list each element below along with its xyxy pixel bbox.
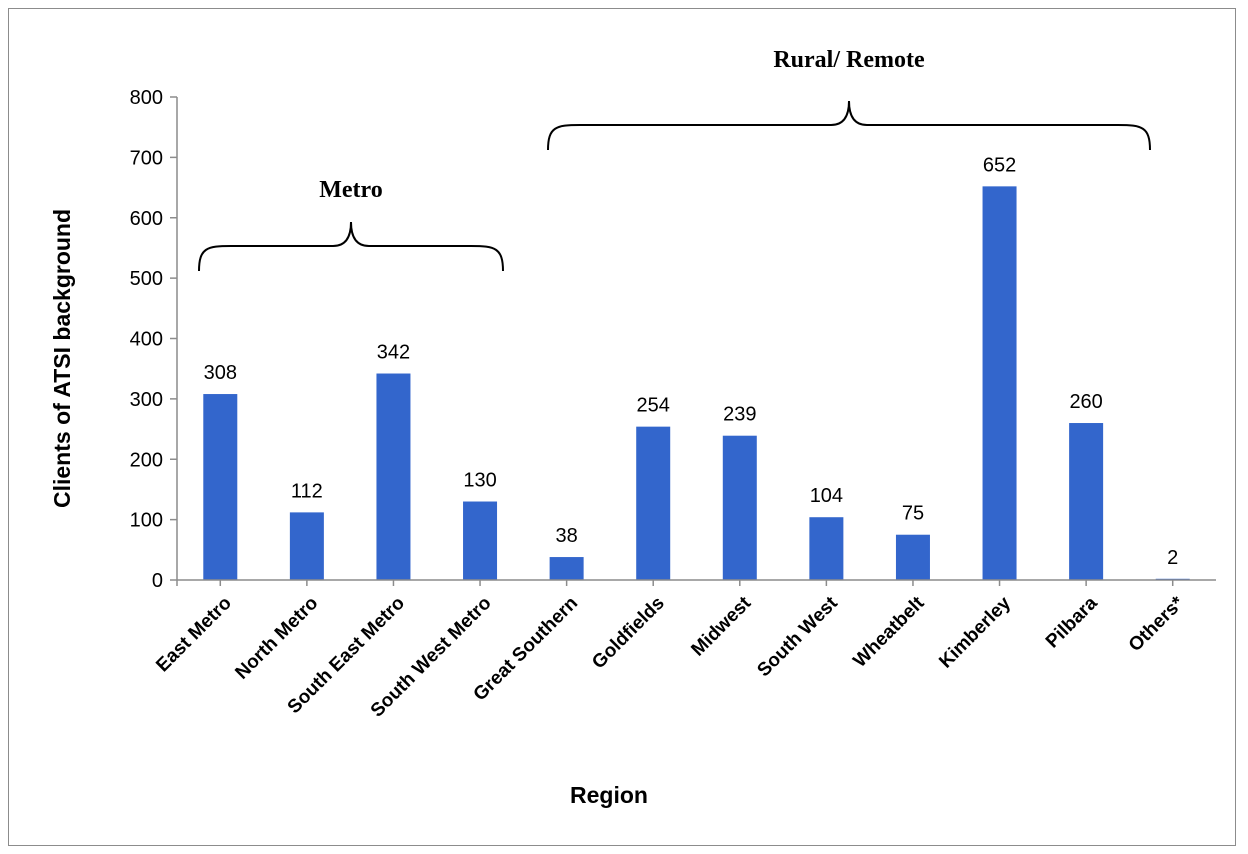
category-label: North Metro [231, 593, 322, 684]
data-label: 38 [556, 525, 578, 547]
group-label: Metro [319, 177, 383, 203]
y-tick-label: 100 [130, 510, 163, 532]
bar [376, 373, 411, 580]
category-label: South West [753, 592, 842, 681]
bar [809, 517, 844, 580]
bar [203, 394, 238, 580]
y-tick-label: 200 [130, 449, 163, 471]
data-label: 239 [723, 404, 756, 426]
bar [289, 512, 324, 580]
category-label: Others* [1125, 592, 1189, 656]
bar [1069, 423, 1104, 580]
category-label: Pilbara [1042, 592, 1102, 652]
y-tick-label: 0 [152, 570, 163, 592]
bar [895, 534, 930, 580]
bar [636, 426, 671, 580]
category-label: Goldfields [588, 593, 669, 674]
y-tick-label: 300 [130, 389, 163, 411]
y-tick-label: 800 [130, 87, 163, 109]
data-label: 260 [1069, 391, 1102, 413]
category-label: East Metro [152, 593, 236, 677]
y-tick-label: 600 [130, 208, 163, 230]
group-braces: Metro Rural/ Remote [198, 47, 1151, 272]
y-axis-title: Clients of ATSI background [49, 209, 75, 508]
group-label: Rural/ Remote [773, 47, 925, 73]
data-label: 130 [463, 470, 496, 492]
category-label: Midwest [687, 592, 755, 660]
bar [463, 501, 498, 580]
y-axis-ticks: 0 100 200 300 400 500 600 700 800 [130, 87, 177, 592]
data-label: 2 [1167, 547, 1178, 569]
y-tick-label: 400 [130, 329, 163, 351]
data-label: 104 [810, 485, 843, 507]
category-label: Kimberley [935, 592, 1015, 672]
data-label: 112 [291, 480, 323, 502]
data-label: 342 [377, 342, 410, 364]
data-labels: 308 112 342 130 38 254 239 104 75 652 260 2 [204, 154, 1179, 568]
bar [722, 435, 757, 580]
bars [203, 186, 1190, 581]
data-label: 254 [637, 395, 670, 417]
bar [982, 186, 1017, 581]
data-label: 308 [204, 362, 237, 384]
category-label: Wheatbelt [849, 592, 929, 672]
group-brace [547, 100, 1151, 151]
y-tick-label: 500 [130, 268, 163, 290]
data-label: 75 [902, 503, 924, 525]
data-label: 652 [983, 154, 1016, 176]
x-axis-title: Region [570, 782, 648, 808]
y-tick-label: 700 [130, 147, 163, 169]
group-brace [198, 221, 504, 272]
bar [549, 557, 584, 580]
